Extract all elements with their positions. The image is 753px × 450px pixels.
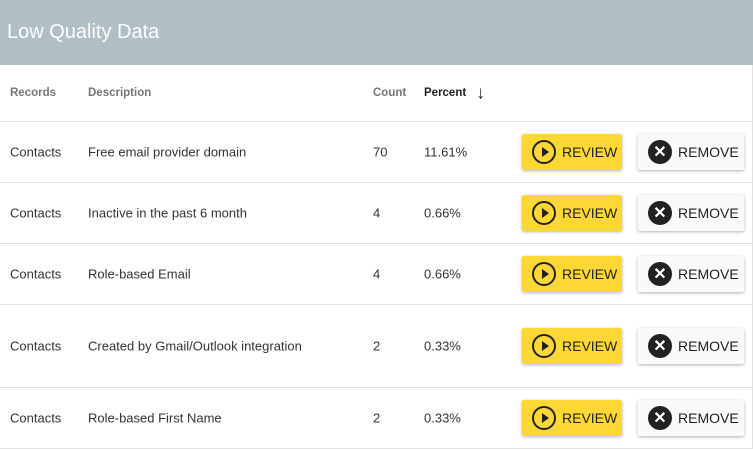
records-cell: Contacts (10, 338, 62, 354)
records-cell: Contacts (10, 410, 62, 426)
description-cell: Role-based Email (88, 266, 191, 282)
page-title: Low Quality Data (0, 0, 753, 65)
review-button[interactable]: REVIEW (522, 328, 622, 364)
records-cell: Contacts (10, 205, 62, 221)
description-cell: Free email provider domain (88, 144, 247, 160)
table-row: Contacts Inactive in the past 6 month 4 … (0, 183, 752, 244)
close-circle-icon: ✕ (648, 406, 672, 430)
records-cell: Contacts (10, 144, 62, 160)
percent-cell: 0.66% (424, 205, 461, 221)
description-cell: Created by Gmail/Outlook integration (88, 338, 302, 354)
count-cell: 70 (373, 144, 388, 160)
percent-cell: 0.66% (424, 266, 461, 282)
review-label: REVIEW (562, 338, 618, 354)
table-row: Contacts Role-based Email 4 0.66% REVIEW… (0, 244, 752, 305)
review-label: REVIEW (562, 205, 618, 221)
count-cell: 2 (373, 338, 381, 354)
review-label: REVIEW (562, 266, 618, 282)
table-row: Contacts Created by Gmail/Outlook integr… (0, 305, 752, 388)
play-circle-icon (532, 262, 556, 286)
remove-label: REMOVE (678, 338, 739, 354)
table-header: Records Description Count Percent ↓ (0, 65, 752, 122)
review-button[interactable]: REVIEW (522, 195, 622, 231)
play-circle-icon (532, 140, 556, 164)
records-cell: Contacts (10, 266, 62, 282)
description-cell: Inactive in the past 6 month (88, 205, 247, 221)
review-button[interactable]: REVIEW (522, 256, 622, 292)
close-circle-icon: ✕ (648, 201, 672, 225)
column-percent-label: Percent (424, 87, 467, 100)
column-description[interactable]: Description (88, 87, 152, 99)
review-button[interactable]: REVIEW (522, 134, 622, 170)
remove-button[interactable]: ✕ REMOVE (638, 195, 744, 231)
remove-button[interactable]: ✕ REMOVE (638, 256, 744, 292)
low-quality-table: Records Description Count Percent ↓ Conta… (0, 65, 753, 449)
close-circle-icon: ✕ (648, 334, 672, 358)
play-circle-icon (532, 201, 556, 225)
play-circle-icon (532, 334, 556, 358)
review-label: REVIEW (562, 410, 618, 426)
count-cell: 4 (373, 205, 381, 221)
review-button[interactable]: REVIEW (522, 400, 622, 436)
arrow-down-icon[interactable]: ↓ (476, 82, 486, 103)
count-cell: 2 (373, 410, 381, 426)
remove-button[interactable]: ✕ REMOVE (638, 134, 744, 170)
close-circle-icon: ✕ (648, 140, 672, 164)
column-count[interactable]: Count (373, 87, 407, 99)
table-row: Contacts Free email provider domain 70 1… (0, 122, 752, 183)
description-cell: Role-based First Name (88, 410, 222, 426)
column-records[interactable]: Records (10, 87, 57, 99)
close-circle-icon: ✕ (648, 262, 672, 286)
table-row: Contacts Role-based First Name 2 0.33% R… (0, 388, 752, 449)
play-circle-icon (532, 406, 556, 430)
remove-button[interactable]: ✕ REMOVE (638, 328, 744, 364)
percent-cell: 11.61% (424, 144, 468, 160)
percent-cell: 0.33% (424, 410, 461, 426)
remove-label: REMOVE (678, 144, 739, 160)
remove-label: REMOVE (678, 205, 739, 221)
remove-label: REMOVE (678, 266, 739, 282)
remove-button[interactable]: ✕ REMOVE (638, 400, 744, 436)
percent-cell: 0.33% (424, 338, 461, 354)
remove-label: REMOVE (678, 410, 739, 426)
column-percent[interactable]: Percent ↓ (424, 83, 485, 104)
review-label: REVIEW (562, 144, 618, 160)
count-cell: 4 (373, 266, 381, 282)
